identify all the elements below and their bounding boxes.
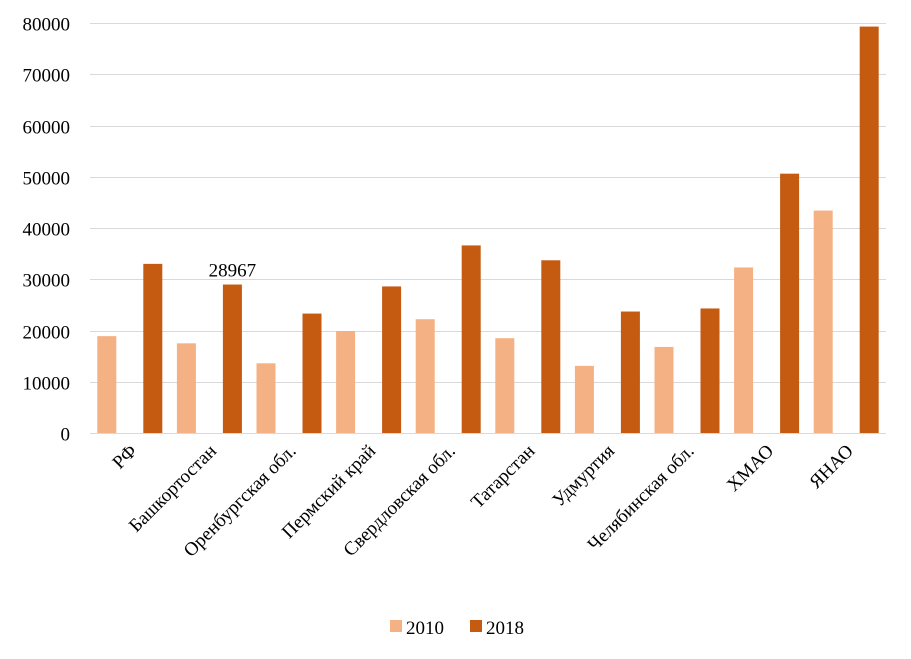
bar-2010-5 [495, 338, 515, 433]
bar-2010-0 [97, 336, 117, 433]
y-tick-label: 40000 [23, 220, 71, 241]
data-labels: 28967 [209, 261, 257, 282]
x-tick-label: Удмуртия [549, 441, 619, 511]
bar-2010-6 [574, 365, 594, 433]
y-tick-label: 70000 [23, 66, 71, 87]
y-axis-ticks: 0 10000 20000 30000 40000 50000 60000 70000 8000… [23, 15, 71, 446]
bar-2018-0 [143, 263, 163, 433]
legend-swatch-2010 [390, 620, 402, 632]
bar-2018-3 [382, 286, 402, 433]
y-tick-label: 30000 [23, 271, 71, 292]
legend-label-2010: 2010 [406, 618, 444, 639]
bar-2010-1 [176, 343, 196, 433]
bar-2018-6 [620, 311, 640, 433]
bar-2010-7 [654, 346, 674, 433]
x-tick-label: Татарстан [467, 441, 539, 513]
legend: 2010 2018 [390, 618, 524, 639]
y-tick-label: 20000 [23, 323, 71, 344]
bar-2010-2 [256, 363, 276, 433]
y-tick-label: 50000 [23, 169, 71, 190]
x-tick-label: РФ [109, 441, 142, 474]
y-tick-label: 80000 [23, 15, 71, 36]
bar-2010-9 [813, 210, 833, 433]
bar-2018-9 [859, 26, 879, 434]
y-tick-label: 60000 [23, 118, 71, 139]
bar-2018-2 [302, 313, 322, 433]
y-tick-label: 0 [61, 425, 71, 446]
bar-2018-5 [541, 260, 561, 433]
x-tick-label: ЯНАО [805, 441, 857, 493]
bar-2018-8 [780, 173, 800, 434]
y-tick-label: 10000 [23, 374, 71, 395]
bar-2018-4 [461, 245, 481, 433]
bar-2010-3 [336, 331, 356, 433]
legend-swatch-2018 [470, 620, 482, 632]
bar-2010-8 [734, 267, 754, 433]
x-tick-label: ХМАО [723, 441, 778, 496]
legend-label-2018: 2018 [486, 618, 524, 639]
bars [97, 26, 879, 434]
data-label: 28967 [209, 261, 257, 282]
gridlines [90, 23, 886, 434]
bar-2010-4 [415, 319, 435, 433]
bar-2018-1 [222, 284, 242, 433]
bar-2018-7 [700, 308, 720, 433]
